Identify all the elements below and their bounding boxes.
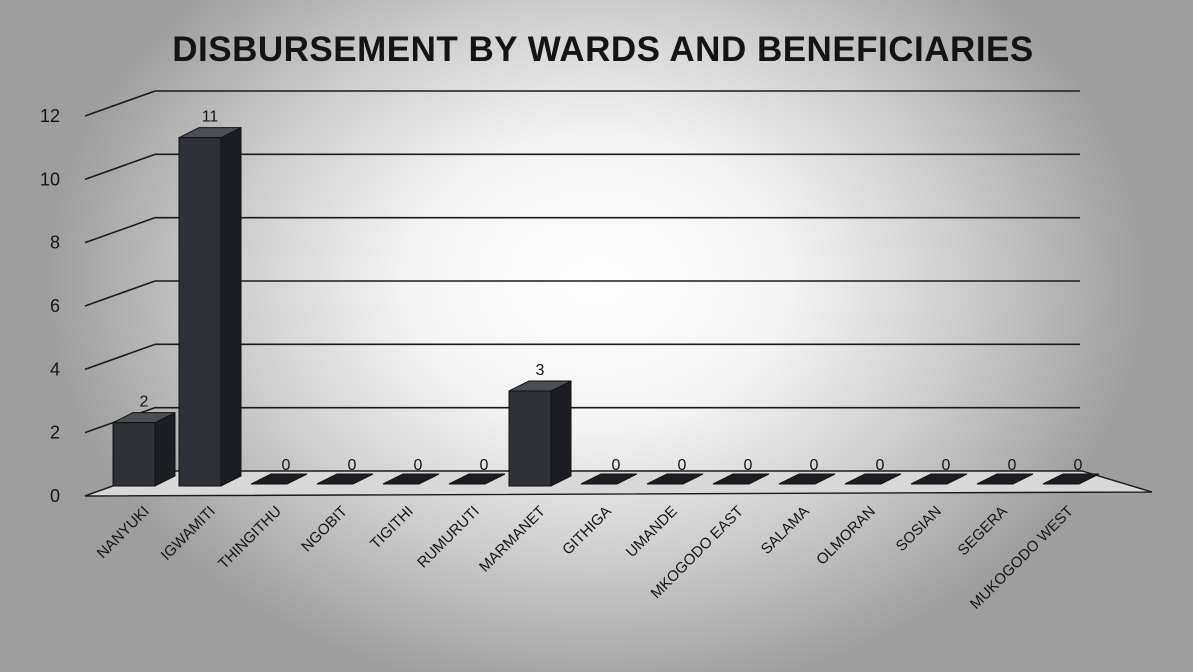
y-tick-label: 0 (50, 486, 60, 506)
x-tick-label: SALAMA (758, 503, 813, 558)
y-tick-label: 10 (40, 169, 60, 189)
bar-thingithu (250, 473, 308, 485)
bar-nanyuki (112, 411, 176, 487)
x-tick-label: NGOBIT (298, 503, 351, 556)
data-label: 11 (202, 109, 219, 126)
data-label: 3 (536, 362, 545, 379)
bar-top (1042, 473, 1100, 485)
x-tick-label: MARMANET (476, 503, 549, 576)
bar-tigithi (382, 473, 440, 485)
bar-top (646, 473, 704, 485)
y-tick-label: 2 (50, 423, 60, 443)
bar-top (316, 473, 374, 485)
bar-umande (646, 473, 704, 485)
chart-title: DISBURSEMENT BY WARDS AND BENEFICIARIES (172, 30, 1034, 69)
bar-githiga (580, 473, 638, 485)
bar-top (976, 473, 1034, 485)
x-tick-label: IGWAMITI (158, 503, 219, 564)
data-label: 0 (1074, 457, 1083, 474)
data-label: 0 (810, 457, 819, 474)
bar-olmoran (844, 473, 902, 485)
data-label: 0 (348, 457, 357, 474)
bar-mkogodo-east (712, 473, 770, 485)
data-label: 0 (678, 457, 687, 474)
bar-segera (976, 473, 1034, 485)
bar-top (778, 473, 836, 485)
bar-front (112, 422, 156, 487)
depth-line-12 (84, 90, 156, 117)
x-tick-label: NANYUKI (94, 503, 153, 562)
bar-top (250, 473, 308, 485)
bar-top (448, 473, 506, 485)
y-tick-label: 6 (50, 296, 60, 316)
data-label: 0 (480, 457, 489, 474)
x-tick-label: OLMORAN (813, 503, 879, 569)
y-tick-label: 12 (40, 106, 60, 126)
y-tick-label: 4 (50, 359, 60, 379)
bar-marmanet (508, 380, 572, 487)
data-label: 0 (282, 457, 291, 474)
x-tick-label: GITHIGA (559, 503, 615, 559)
bar-top (844, 473, 902, 485)
bar-rumuruti (448, 473, 506, 485)
x-tick-label: RUMURUTI (414, 503, 483, 572)
data-label: 0 (414, 457, 423, 474)
bar-side (220, 126, 242, 487)
depth-line-8 (84, 216, 156, 244)
x-tick-label: THINGITHU (215, 503, 285, 573)
bar-mukogodo-west (1042, 473, 1100, 485)
bar-top (580, 473, 638, 485)
bar-side (154, 411, 176, 487)
bar-igwamiti (178, 126, 242, 487)
x-tick-label: SEGERA (955, 503, 1011, 559)
depth-line-4 (84, 343, 156, 371)
bar-ngobit (316, 473, 374, 485)
x-tick-label: SOSIAN (893, 503, 945, 555)
y-tick-label: 8 (50, 233, 60, 253)
bar-sosian (910, 473, 968, 485)
x-tick-label: UMANDE (623, 503, 681, 561)
x-tick-label: TIGITHI (367, 503, 417, 553)
bar-top (910, 473, 968, 485)
bar-front (508, 390, 552, 487)
data-label: 0 (612, 457, 621, 474)
data-label: 0 (744, 457, 753, 474)
data-label: 0 (1008, 457, 1017, 474)
bar-salama (778, 473, 836, 485)
data-label: 2 (140, 394, 149, 411)
data-label: 0 (876, 457, 885, 474)
bar-front (178, 137, 222, 487)
bar-top (712, 473, 770, 485)
depth-line-10 (84, 153, 156, 181)
data-label: 0 (942, 457, 951, 474)
bar-top (382, 473, 440, 485)
depth-line-6 (84, 280, 156, 307)
bar-side (550, 380, 572, 487)
